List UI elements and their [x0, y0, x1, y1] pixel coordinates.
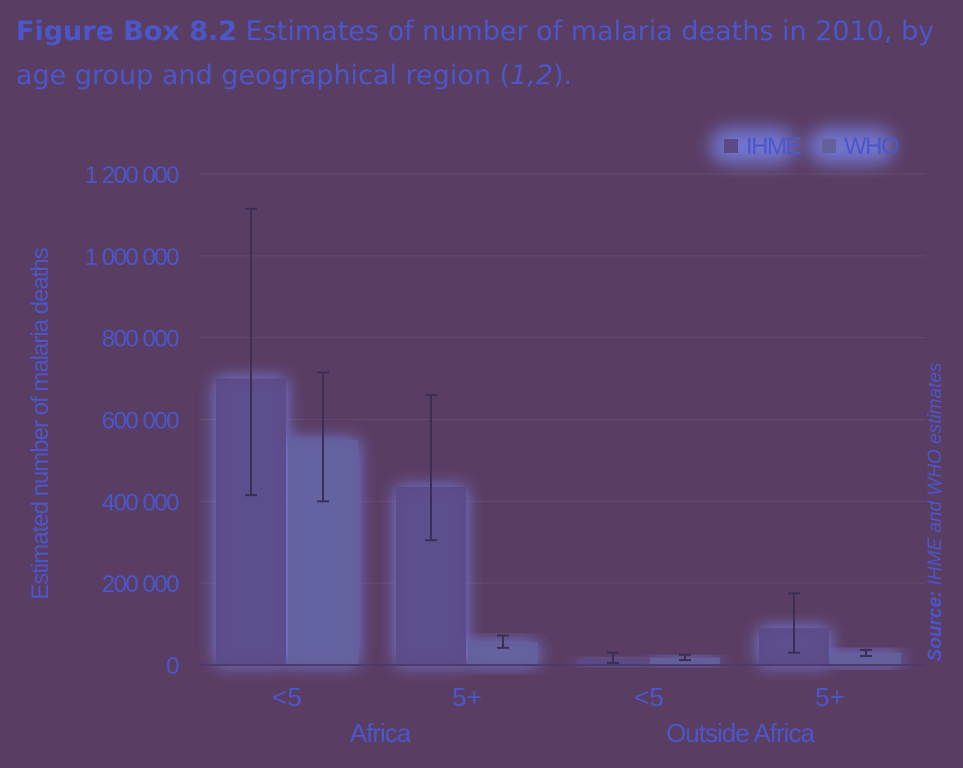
y-tick-label: 200 000 — [102, 571, 179, 598]
y-axis-label: Estimated number of malaria deaths — [27, 247, 54, 600]
y-tick-label: 0 — [166, 653, 179, 680]
x-group-label: Outside Africa — [666, 718, 815, 748]
source-note: Source: IHME and WHO estimates — [925, 363, 947, 662]
figure-label: Figure Box 8.2 — [16, 16, 238, 47]
figure-title: Figure Box 8.2 Estimates of number of ma… — [16, 10, 946, 98]
legend-glow — [808, 128, 894, 164]
bars — [216, 378, 901, 665]
x-tick-label: 5+ — [815, 682, 845, 712]
x-tick-label: <5 — [272, 682, 302, 712]
y-tick-label: 600 000 — [102, 408, 179, 435]
figure-caption-end: ). — [553, 60, 573, 91]
axes: 0 200 000 400 000 600 000 800 000 1 000 000 1 … — [27, 162, 925, 748]
figure-caption: Estimates of number of malaria deaths in… — [16, 16, 935, 91]
y-tick-label: 1 200 000 — [85, 162, 179, 189]
legend: IHME WHO — [710, 128, 900, 164]
bar — [650, 657, 720, 665]
legend-swatch — [724, 139, 738, 153]
source-text: IHME and WHO estimates — [925, 362, 946, 586]
legend-glow — [710, 128, 796, 164]
y-tick-label: 1 000 000 — [85, 244, 179, 271]
y-tick-label: 800 000 — [102, 326, 179, 353]
bar — [468, 642, 538, 665]
error-bars — [245, 207, 872, 664]
x-tick-label: 5+ — [452, 682, 482, 712]
bar — [831, 652, 901, 665]
x-tick-label: <5 — [634, 682, 664, 712]
legend-swatch — [822, 139, 836, 153]
legend-label: WHO — [844, 133, 899, 160]
x-group-label: Africa — [350, 718, 412, 748]
legend-label: IHME — [746, 133, 800, 160]
source-label: Source: — [925, 590, 946, 662]
figure-refs: 1,2 — [510, 60, 553, 91]
y-tick-label: 400 000 — [102, 489, 179, 516]
